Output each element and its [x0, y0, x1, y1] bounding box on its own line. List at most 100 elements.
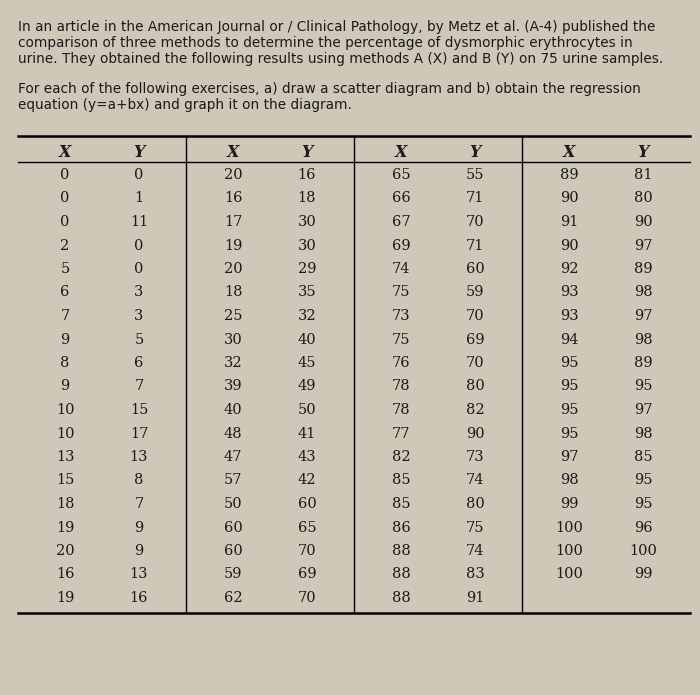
- Text: 0: 0: [60, 168, 70, 182]
- Text: 95: 95: [560, 356, 578, 370]
- Text: 13: 13: [130, 450, 148, 464]
- Text: 70: 70: [466, 309, 484, 323]
- Text: 30: 30: [224, 332, 242, 347]
- Text: 85: 85: [392, 497, 410, 511]
- Text: 70: 70: [466, 215, 484, 229]
- Text: 0: 0: [60, 192, 70, 206]
- Text: 30: 30: [298, 238, 316, 252]
- Text: 0: 0: [134, 262, 144, 276]
- Text: 9: 9: [134, 521, 144, 534]
- Text: 90: 90: [560, 238, 578, 252]
- Text: 88: 88: [392, 591, 410, 605]
- Text: 75: 75: [392, 286, 410, 300]
- Text: 32: 32: [298, 309, 316, 323]
- Text: 30: 30: [298, 215, 316, 229]
- Text: 91: 91: [466, 591, 484, 605]
- Text: 50: 50: [224, 497, 242, 511]
- Text: 16: 16: [130, 591, 148, 605]
- Text: 60: 60: [298, 497, 316, 511]
- Text: 7: 7: [60, 309, 70, 323]
- Text: Y: Y: [469, 144, 481, 161]
- Text: 85: 85: [392, 473, 410, 487]
- Text: 95: 95: [560, 403, 578, 417]
- Text: 81: 81: [634, 168, 652, 182]
- Text: Y: Y: [133, 144, 145, 161]
- Text: 11: 11: [130, 215, 148, 229]
- Text: 50: 50: [298, 403, 316, 417]
- Text: 92: 92: [560, 262, 578, 276]
- Text: X: X: [395, 144, 407, 161]
- Text: 15: 15: [130, 403, 148, 417]
- Text: 60: 60: [466, 262, 484, 276]
- Text: 100: 100: [555, 544, 583, 558]
- Text: 80: 80: [634, 192, 652, 206]
- Text: 42: 42: [298, 473, 316, 487]
- Text: 18: 18: [224, 286, 242, 300]
- Text: 78: 78: [392, 379, 410, 393]
- Text: 78: 78: [392, 403, 410, 417]
- Text: 85: 85: [634, 450, 652, 464]
- Text: 16: 16: [224, 192, 242, 206]
- Text: 71: 71: [466, 192, 484, 206]
- Text: 18: 18: [298, 192, 316, 206]
- Text: 60: 60: [224, 521, 242, 534]
- Text: 76: 76: [392, 356, 410, 370]
- Text: 80: 80: [466, 497, 484, 511]
- Text: 16: 16: [56, 568, 74, 582]
- Text: 93: 93: [560, 286, 578, 300]
- Text: For each of the following exercises, a) draw a scatter diagram and b) obtain the: For each of the following exercises, a) …: [18, 82, 641, 96]
- Text: 70: 70: [298, 591, 316, 605]
- Text: 17: 17: [224, 215, 242, 229]
- Text: 88: 88: [392, 544, 410, 558]
- Text: 49: 49: [298, 379, 316, 393]
- Text: 97: 97: [634, 238, 652, 252]
- Text: 32: 32: [224, 356, 242, 370]
- Text: Y: Y: [637, 144, 649, 161]
- Text: 13: 13: [130, 568, 148, 582]
- Text: 97: 97: [634, 309, 652, 323]
- Text: 41: 41: [298, 427, 316, 441]
- Text: 89: 89: [634, 262, 652, 276]
- Text: 9: 9: [134, 544, 144, 558]
- Text: 66: 66: [392, 192, 410, 206]
- Text: 89: 89: [560, 168, 578, 182]
- Text: 98: 98: [560, 473, 578, 487]
- Text: 96: 96: [634, 521, 652, 534]
- Text: 74: 74: [466, 473, 484, 487]
- Text: 3: 3: [134, 286, 144, 300]
- Text: equation (y=a+bx) and graph it on the diagram.: equation (y=a+bx) and graph it on the di…: [18, 98, 352, 112]
- Text: 5: 5: [134, 332, 144, 347]
- Text: 95: 95: [634, 473, 652, 487]
- Text: 20: 20: [224, 168, 242, 182]
- Text: 40: 40: [224, 403, 242, 417]
- Text: 70: 70: [298, 544, 316, 558]
- Text: 57: 57: [224, 473, 242, 487]
- Text: 8: 8: [134, 473, 144, 487]
- Text: 20: 20: [224, 262, 242, 276]
- Text: 95: 95: [560, 427, 578, 441]
- Text: 89: 89: [634, 356, 652, 370]
- Text: 95: 95: [560, 379, 578, 393]
- Text: 19: 19: [56, 591, 74, 605]
- Text: 19: 19: [224, 238, 242, 252]
- Text: 6: 6: [60, 286, 70, 300]
- Text: 97: 97: [634, 403, 652, 417]
- Text: 100: 100: [629, 544, 657, 558]
- Text: 95: 95: [634, 379, 652, 393]
- Text: 82: 82: [392, 450, 410, 464]
- Text: 100: 100: [555, 521, 583, 534]
- Text: 71: 71: [466, 238, 484, 252]
- Text: 8: 8: [60, 356, 70, 370]
- Text: 9: 9: [60, 379, 70, 393]
- Text: 55: 55: [466, 168, 484, 182]
- Text: 73: 73: [392, 309, 410, 323]
- Text: 62: 62: [224, 591, 242, 605]
- Text: 82: 82: [466, 403, 484, 417]
- Text: 67: 67: [392, 215, 410, 229]
- Text: 45: 45: [298, 356, 316, 370]
- Text: Y: Y: [301, 144, 313, 161]
- Text: 59: 59: [466, 286, 484, 300]
- Text: 20: 20: [56, 544, 74, 558]
- Text: 86: 86: [392, 521, 410, 534]
- Text: 95: 95: [634, 497, 652, 511]
